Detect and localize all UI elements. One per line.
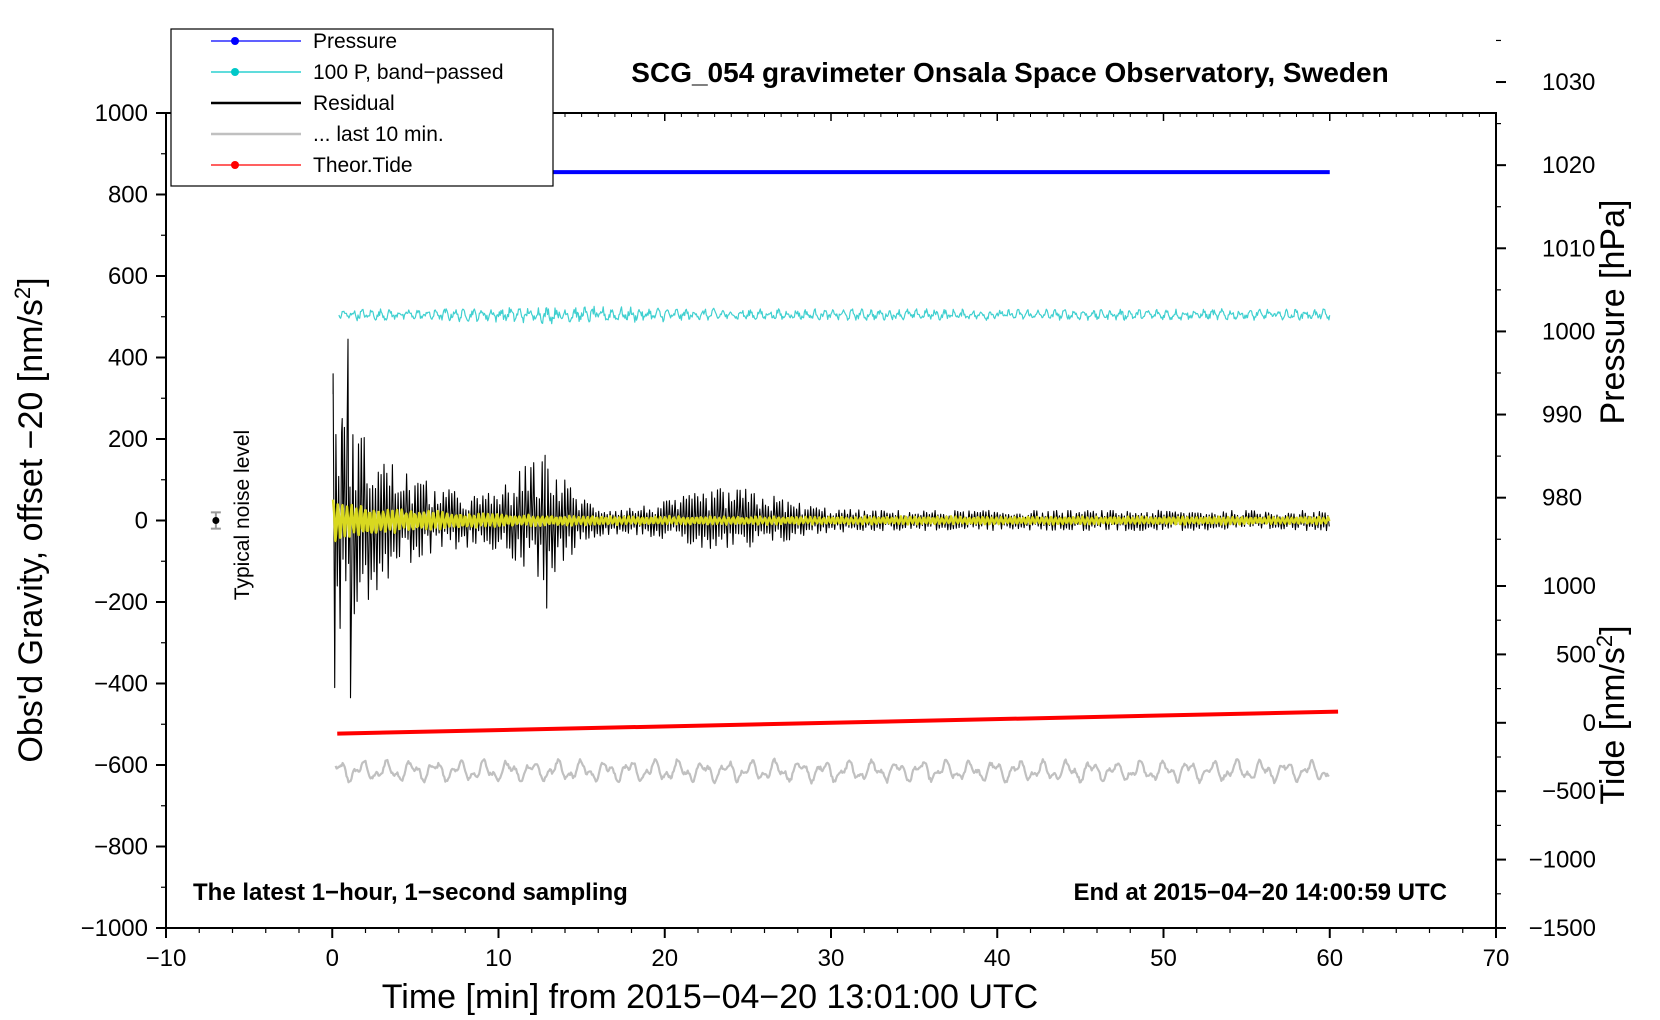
y-left-tick-label: 200 (108, 426, 148, 453)
series-residual-filtered (331, 499, 1331, 543)
tide-tick-label: 500 (1556, 641, 1596, 668)
y-left-tick-label: −800 (94, 834, 148, 861)
x-tick-label: 40 (984, 945, 1011, 972)
series-theoretical-tide (337, 709, 1339, 736)
plot-layer (210, 170, 1339, 785)
x-axis-title: Time [min] from 2015−04−20 13:01:00 UTC (382, 978, 1038, 1016)
y-left-tick-label: 0 (135, 508, 148, 535)
tide-axis-title: Tide [nm/s2] (1592, 625, 1632, 804)
axes-layer: −10 0 10 20 30 40 50 60 70−1000−800−600−400−2000… (81, 39, 1596, 972)
pressure-tick-label: 1010 (1542, 235, 1595, 262)
end-time-note: End at 2015−04−20 14:00:59 UTC (1073, 879, 1447, 906)
tide-axis-title-main: Tide [nm/s (1594, 647, 1632, 804)
series-last-10-min (334, 757, 1330, 785)
legend-label-4: Theor.Tide (313, 154, 413, 177)
legend-label-2: Residual (313, 92, 395, 115)
pressure-tick-label: 1020 (1542, 152, 1595, 179)
pressure-tick-label: 1030 (1542, 69, 1595, 96)
chart-title: SCG_054 gravimeter Onsala Space Observat… (631, 57, 1388, 88)
tide-tick-label: −1000 (1529, 847, 1596, 874)
legend-marker-0 (231, 37, 239, 45)
sampling-note: The latest 1−hour, 1−second sampling (193, 879, 628, 906)
x-tick-label: 0 (326, 945, 339, 972)
y-left-tick-label: 600 (108, 263, 148, 290)
tide-axis-title-end: ] (1594, 625, 1632, 634)
legend-box (170, 28, 554, 187)
y-left-tick-label: −1000 (81, 915, 148, 942)
legend-label-1: 100 P, band−passed (313, 61, 504, 84)
noise-level-label: Typical noise level (231, 430, 254, 600)
pressure-tick-label: 980 (1542, 485, 1582, 512)
y-left-tick-label: 1000 (95, 100, 148, 127)
legend-marker-4 (231, 161, 239, 169)
x-tick-label: 10 (485, 945, 512, 972)
legend: Pressure 100 P, band−passed Residual ... la… (170, 28, 554, 187)
x-tick-label: −10 (146, 945, 187, 972)
x-tick-label: 30 (818, 945, 845, 972)
tide-axis-title-sup: 2 (1592, 635, 1617, 647)
pressure-tick-label: 990 (1542, 402, 1582, 429)
y-left-axis-title-sup: 2 (10, 287, 35, 299)
y-left-axis-title-end: ] (12, 277, 50, 286)
tide-tick-label: −1500 (1529, 915, 1596, 942)
noise-marker-point (212, 517, 220, 524)
tide-tick-label: 0 (1583, 710, 1596, 737)
series-band-passed-pressure (338, 305, 1331, 325)
legend-label-0: Pressure (313, 30, 397, 53)
legend-marker-1 (231, 68, 239, 76)
x-tick-label: 20 (651, 945, 678, 972)
y-left-tick-label: 800 (108, 182, 148, 209)
y-left-tick-label: −400 (94, 671, 148, 698)
x-tick-label: 50 (1150, 945, 1177, 972)
y-left-axis-title-main: Obs'd Gravity, offset −20 [nm/s (12, 299, 50, 762)
y-left-tick-label: −600 (94, 752, 148, 779)
x-tick-label: 70 (1483, 945, 1510, 972)
y-left-axis-title: Obs'd Gravity, offset −20 [nm/s2] (10, 277, 50, 762)
x-tick-label: 60 (1316, 945, 1343, 972)
legend-label-3: ... last 10 min. (313, 123, 444, 146)
tide-tick-label: −500 (1542, 778, 1596, 805)
pressure-axis-title: Pressure [hPa] (1594, 200, 1632, 425)
y-left-tick-label: −200 (94, 589, 148, 616)
y-left-tick-label: 400 (108, 345, 148, 372)
pressure-tick-label: 1000 (1542, 318, 1595, 345)
tide-tick-label: 1000 (1543, 573, 1596, 600)
